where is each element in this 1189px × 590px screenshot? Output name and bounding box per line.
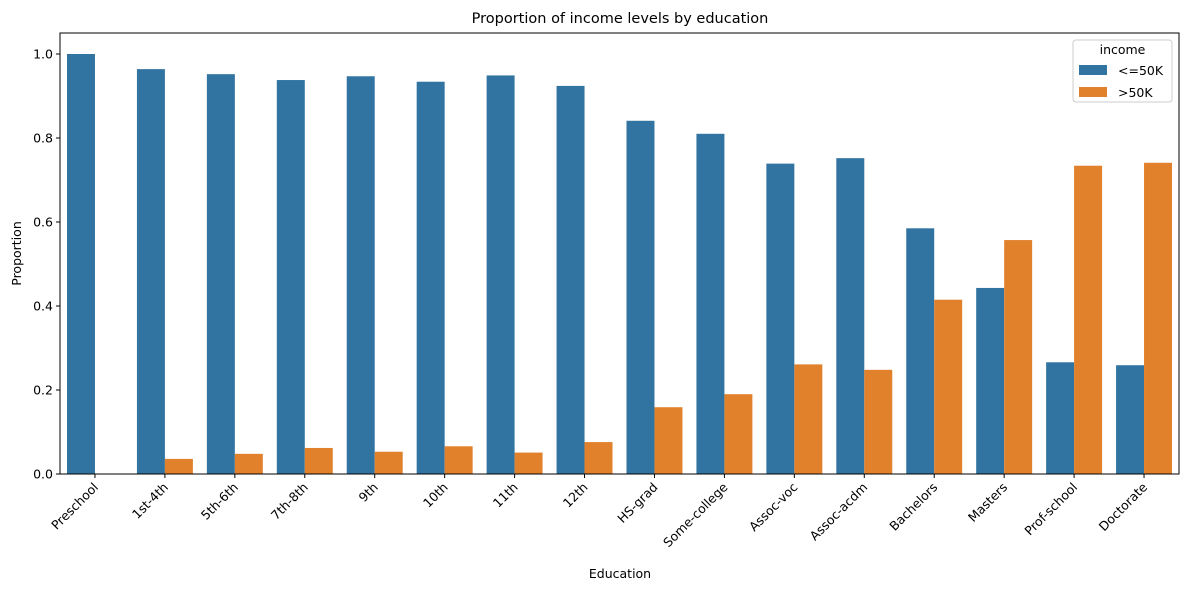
bar-gt-50k	[304, 447, 333, 474]
bar-gt-50k	[1074, 165, 1103, 474]
bar-le-50k	[276, 80, 305, 474]
bar-gt-50k	[234, 453, 263, 474]
bar-gt-50k	[164, 458, 193, 474]
bar-le-50k	[906, 228, 935, 474]
bar-gt-50k	[1144, 162, 1173, 474]
bar-le-50k	[486, 75, 515, 475]
bar-gt-50k	[514, 452, 543, 474]
y-tick-label: 0.2	[33, 383, 53, 398]
bar-gt-50k	[374, 451, 403, 474]
legend-label-gt-50k: >50K	[1118, 85, 1153, 100]
bar-gt-50k	[724, 394, 753, 474]
bar-gt-50k	[654, 407, 683, 474]
bar-le-50k	[136, 69, 165, 475]
bar-le-50k	[976, 287, 1005, 474]
bar-gt-50k	[584, 442, 613, 474]
bar-le-50k	[66, 54, 95, 474]
legend: income <=50K >50K	[1072, 39, 1173, 103]
bar-le-50k	[696, 133, 725, 475]
bar-le-50k	[1116, 365, 1145, 474]
bar-gt-50k	[444, 446, 473, 474]
legend-label-le-50k: <=50K	[1118, 63, 1164, 78]
legend-swatch-le-50k	[1079, 65, 1107, 75]
y-tick-label: 0.0	[33, 467, 53, 482]
bar-gt-50k	[864, 369, 893, 474]
y-tick-label: 1.0	[33, 47, 53, 62]
y-tick-label: 0.4	[33, 299, 53, 314]
plot-frame	[59, 32, 1180, 475]
bar-gt-50k	[934, 299, 963, 474]
bar-le-50k	[836, 158, 865, 474]
chart-title: Proportion of income levels by education	[472, 11, 769, 27]
bar-gt-50k	[1004, 240, 1033, 474]
bar-le-50k	[416, 81, 445, 474]
bar-le-50k	[206, 74, 235, 474]
y-tick-label: 0.6	[33, 215, 53, 230]
bar-le-50k	[346, 76, 375, 474]
bar-le-50k	[626, 120, 655, 474]
bar-le-50k	[1046, 362, 1075, 474]
y-tick-label: 0.8	[33, 131, 53, 146]
legend-title: income	[1100, 42, 1146, 57]
y-axis-label: Proportion	[9, 221, 24, 286]
legend-swatch-gt-50k	[1079, 87, 1107, 97]
bar-gt-50k	[794, 364, 823, 474]
legend-box	[1072, 39, 1173, 103]
x-axis-label: Education	[589, 566, 651, 581]
bar-le-50k	[556, 85, 585, 475]
bar-le-50k	[766, 163, 795, 474]
